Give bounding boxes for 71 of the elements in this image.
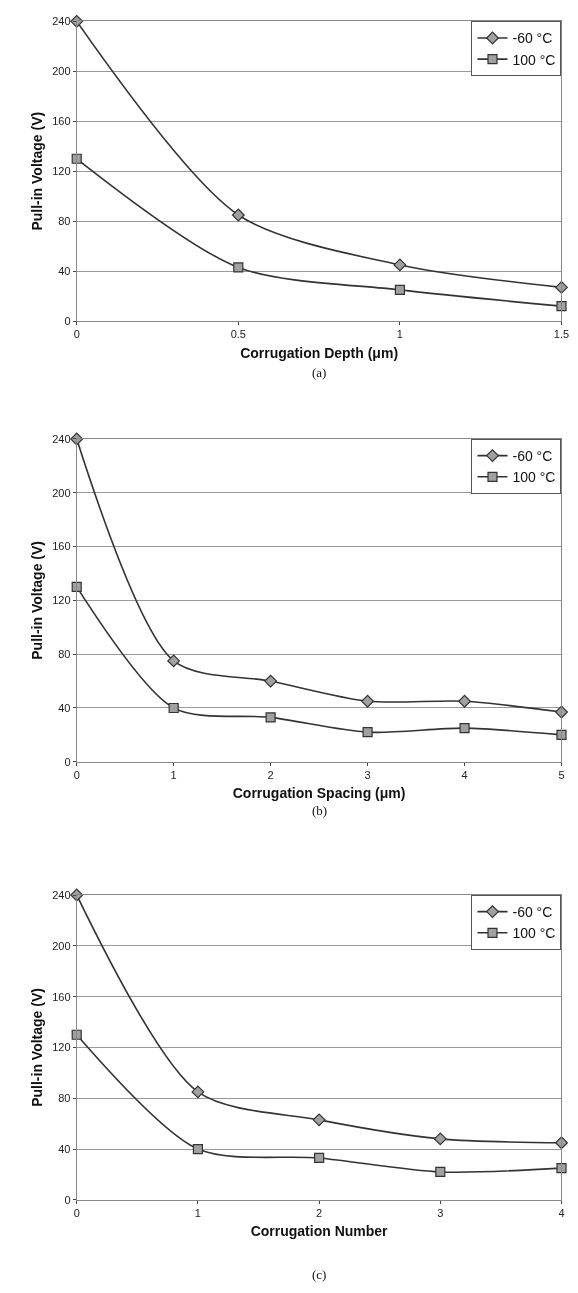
- point: [192, 1143, 204, 1155]
- y-tick-label: 240: [52, 15, 71, 28]
- point: [264, 674, 278, 688]
- y-axis-title: Pull-in Voltage (V): [28, 541, 45, 660]
- point: [265, 712, 276, 723]
- point: [231, 208, 245, 222]
- point: [393, 258, 407, 272]
- text: (a): [312, 365, 327, 380]
- point: [361, 694, 375, 708]
- point: [314, 1152, 325, 1164]
- x-tick-label: 0: [73, 328, 80, 341]
- legend-label: -60 °C: [512, 30, 553, 47]
- y-tick-label: 0: [64, 1193, 71, 1206]
- x-tick-label: 0.5: [230, 328, 246, 341]
- point: [70, 888, 84, 902]
- point: [233, 262, 244, 273]
- y-tick-label: 120: [52, 165, 71, 178]
- x-tick-label: 0: [73, 1207, 80, 1220]
- y-tick-label: 240: [52, 432, 71, 445]
- y-tick-label: 160: [52, 115, 71, 128]
- x-tick-label: 5: [558, 768, 565, 781]
- y-tick-label: 120: [52, 1041, 71, 1054]
- point: [168, 702, 179, 714]
- x-tick-label: 1: [170, 768, 177, 781]
- x-tick-label: 4: [461, 768, 468, 781]
- x-tick-label: 1.5: [553, 328, 570, 341]
- text: (c): [312, 1267, 327, 1282]
- y-tick-label: 240: [52, 888, 71, 901]
- y-tick-label: 160: [52, 540, 71, 553]
- point: [70, 432, 84, 446]
- point: [167, 654, 181, 668]
- y-tick-label: 40: [58, 701, 71, 714]
- x-tick-label: 2: [267, 768, 274, 781]
- x-tick-label: 0: [73, 768, 80, 781]
- x-tick-label: 2: [316, 1207, 323, 1220]
- legend-label: 100 °C: [512, 469, 556, 486]
- x-axis-title: Corrugation Number: [250, 1223, 389, 1240]
- point: [362, 727, 373, 738]
- x-tick-label: 3: [437, 1207, 444, 1220]
- legend-label: -60 °C: [512, 448, 553, 465]
- y-axis-title: Pull-in Voltage (V): [28, 111, 45, 231]
- y-axis-title: Pull-in Voltage (V): [28, 988, 45, 1107]
- y-tick-label: 80: [58, 1092, 71, 1105]
- y-tick-label: 80: [58, 648, 71, 661]
- legend-label: 100 °C: [512, 925, 556, 942]
- y-tick-label: 0: [64, 755, 71, 768]
- x-tick-label: 1: [396, 328, 403, 341]
- legend-label: 100 °C: [512, 51, 556, 68]
- x-tick-label: 1: [194, 1207, 201, 1220]
- y-tick-label: 40: [58, 1142, 71, 1155]
- y-tick-label: 40: [58, 265, 71, 278]
- point: [433, 1132, 447, 1146]
- y-tick-label: 200: [52, 65, 71, 78]
- y-tick-label: 160: [52, 990, 71, 1003]
- text: (b): [312, 803, 328, 818]
- x-axis-title: Corrugation Spacing (μm): [232, 785, 406, 802]
- x-tick-label: 4: [558, 1207, 565, 1220]
- x-tick-label: 3: [364, 768, 371, 781]
- y-tick-label: 200: [52, 486, 71, 499]
- point: [435, 1166, 446, 1178]
- y-tick-label: 120: [52, 594, 71, 607]
- x-axis-title: Corrugation Depth (μm): [240, 344, 399, 361]
- point: [312, 1113, 326, 1127]
- y-tick-label: 0: [64, 314, 71, 327]
- legend-label: -60 °C: [512, 904, 553, 921]
- point: [191, 1085, 205, 1099]
- y-tick-label: 200: [52, 939, 71, 952]
- point: [458, 694, 471, 708]
- point: [394, 284, 405, 295]
- y-tick-label: 80: [58, 215, 71, 228]
- point: [459, 723, 470, 734]
